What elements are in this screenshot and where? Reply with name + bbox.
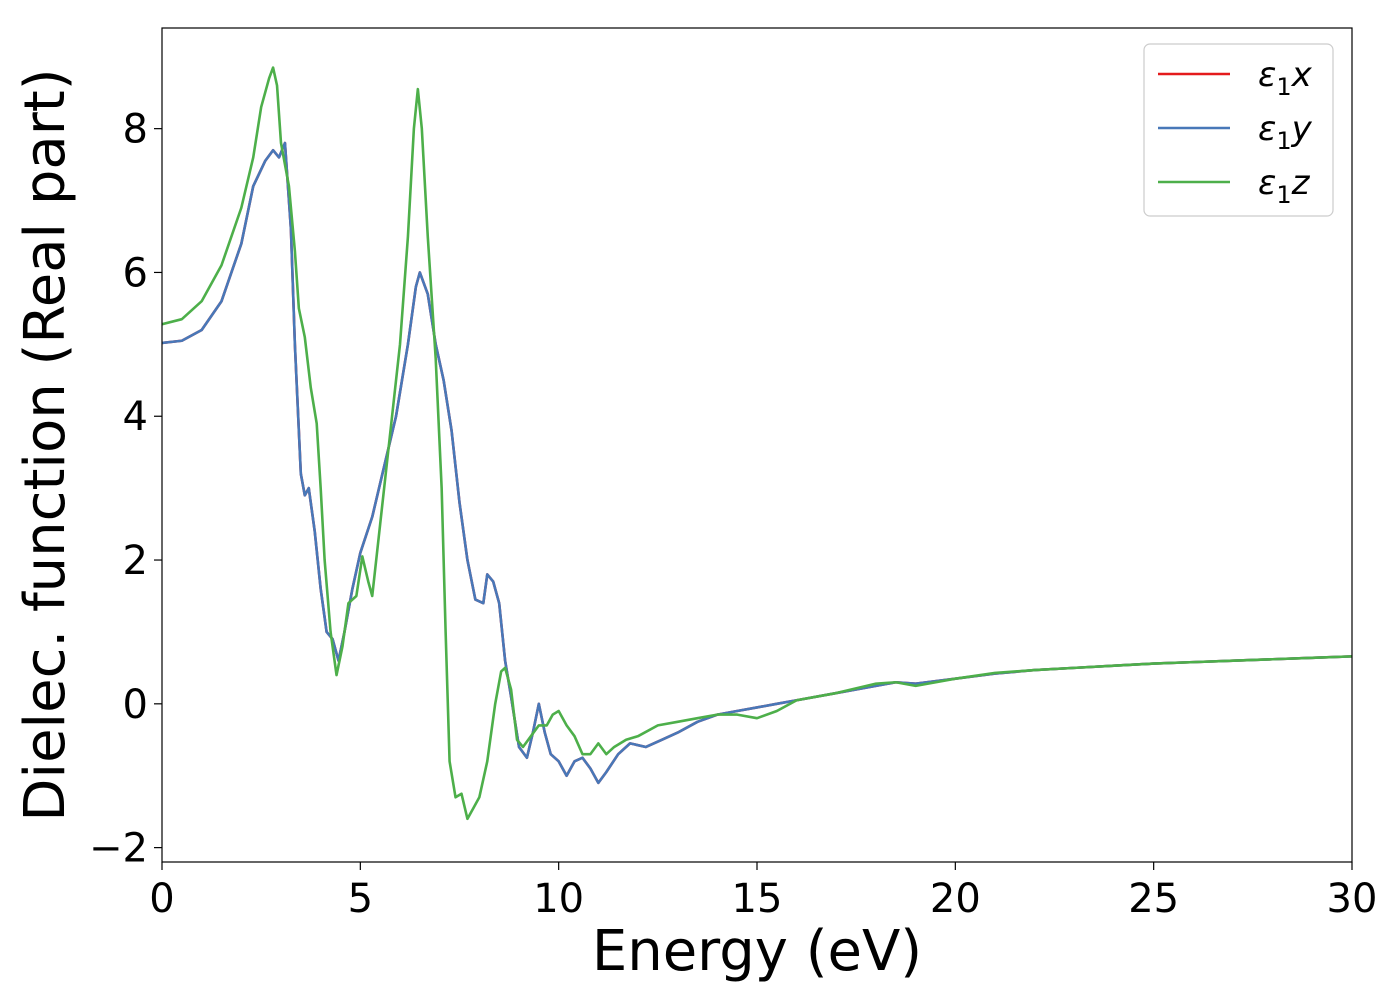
x-tick-label: 25 (1128, 876, 1179, 922)
x-tick-label: 20 (930, 876, 981, 922)
x-tick-label: 0 (149, 876, 174, 922)
x-tick-label: 10 (533, 876, 584, 922)
legend-box (1143, 43, 1334, 217)
x-axis-label: Energy (eV) (592, 919, 922, 984)
plot-area (162, 66, 1352, 821)
y-tick-label: 0 (123, 682, 148, 728)
x-tick-label: 5 (348, 876, 373, 922)
y-tick-label: −2 (89, 826, 148, 872)
y-tick-label: 2 (123, 538, 148, 584)
series-line-1 (162, 141, 1352, 785)
legend: ε1x ε1y ε1z (1143, 43, 1334, 217)
legend-label: ε1x (1258, 55, 1313, 101)
y-tick-label: 4 (123, 394, 148, 440)
series-line-0 (162, 141, 1352, 785)
legend-label: ε1y (1258, 109, 1313, 155)
x-tick-label: 30 (1327, 876, 1378, 922)
y-axis-label: Dielec. function (Real part) (13, 68, 78, 821)
y-tick-label: 8 (123, 107, 148, 153)
y-tick-label: 6 (123, 250, 148, 296)
series-line-2 (162, 66, 1352, 821)
x-tick-label: 15 (732, 876, 783, 922)
legend-label: ε1z (1258, 163, 1311, 209)
